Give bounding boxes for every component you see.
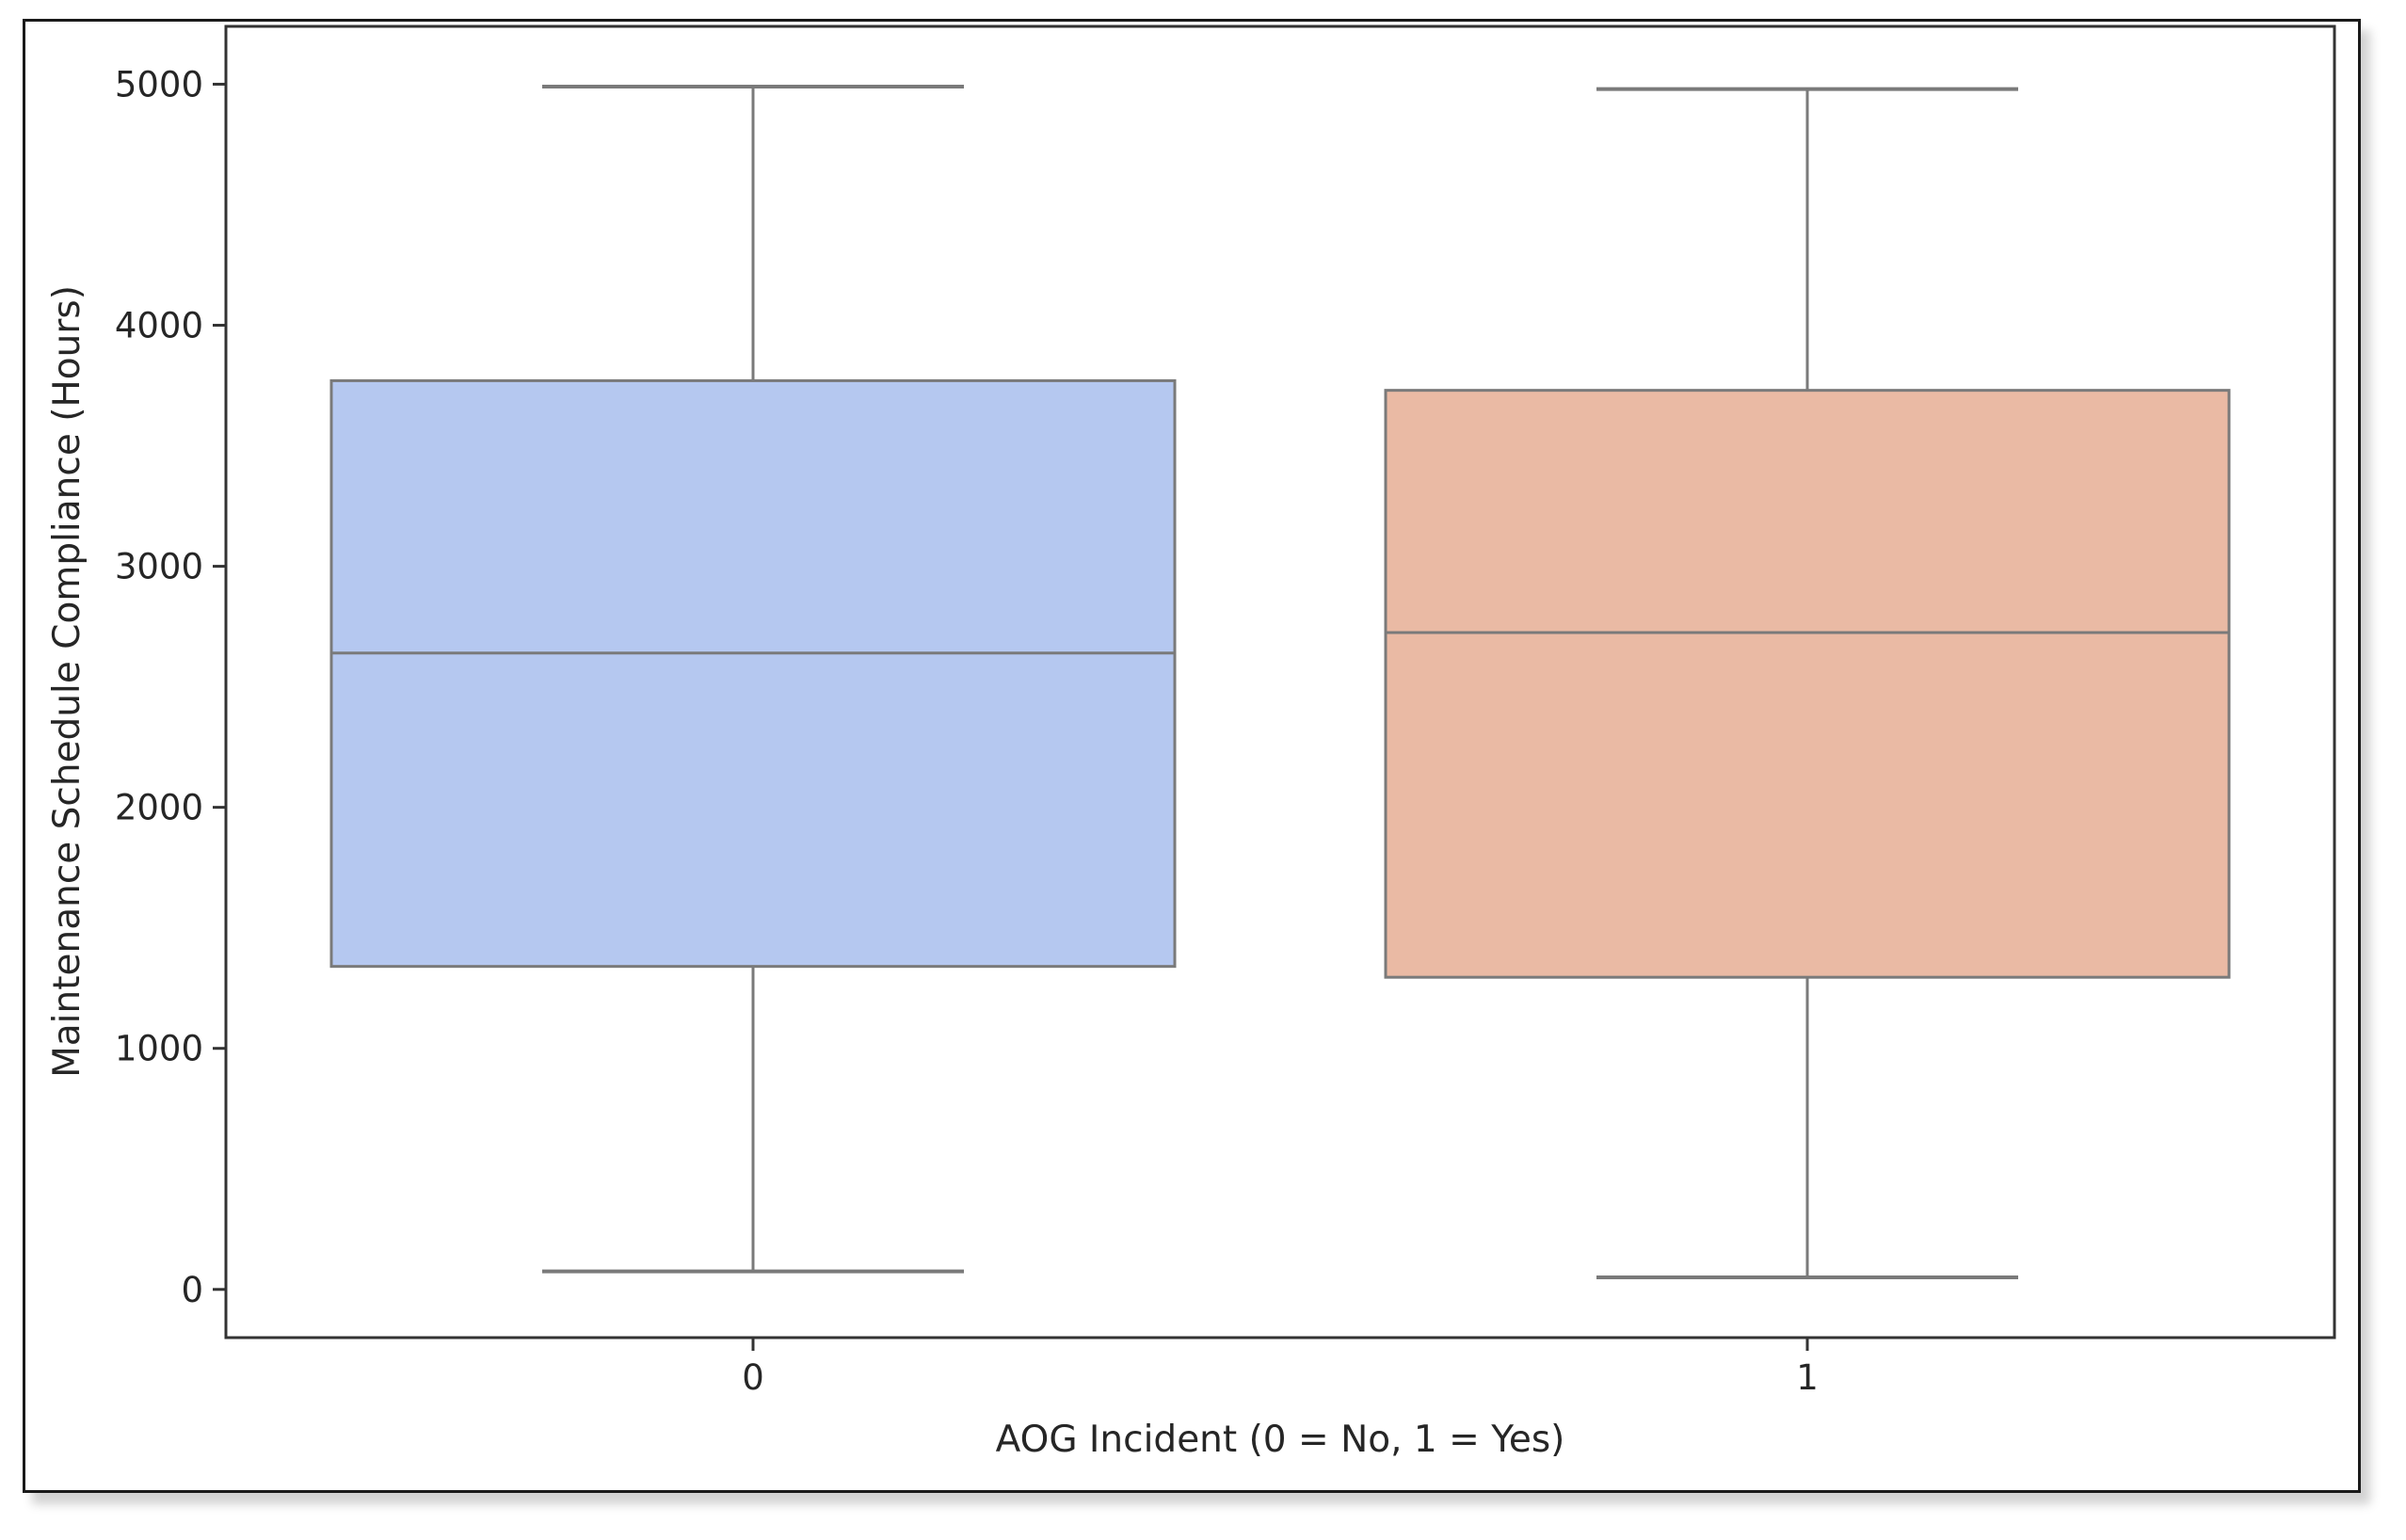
x-tick-label: 1: [1796, 1357, 1819, 1398]
iqr-box: [1384, 389, 2231, 979]
x-tick-label: 0: [742, 1357, 764, 1398]
y-tick-label: 0: [181, 1270, 203, 1310]
y-axis-ticks: 0 1000 2000 3000 4000 5000: [115, 64, 226, 1310]
y-axis-label: Maintenance Schedule Compliance (Hours): [46, 285, 88, 1078]
x-axis-label: AOG Incident (0 = No, 1 = Yes): [996, 1419, 1565, 1461]
y-tick-label: 1000: [115, 1029, 203, 1069]
y-tick-label: 2000: [115, 788, 203, 828]
box-1: [1384, 87, 2231, 1279]
iqr-box: [329, 378, 1177, 969]
box-series: [329, 85, 2231, 1279]
y-tick-label: 3000: [115, 547, 203, 587]
y-tick-label: 5000: [115, 64, 203, 104]
box-0: [329, 85, 1177, 1274]
y-tick-label: 4000: [115, 306, 203, 346]
